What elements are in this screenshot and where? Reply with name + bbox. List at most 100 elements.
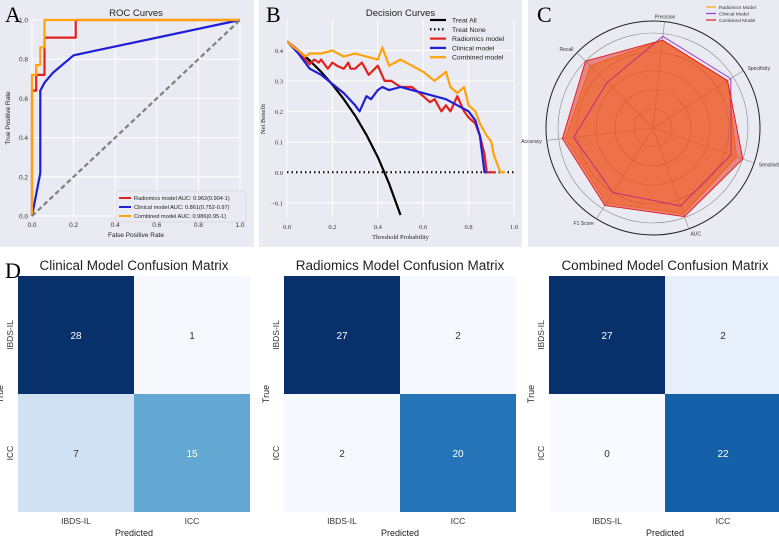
cm_clinical-y-tick-label: IBDS-IL bbox=[5, 320, 15, 350]
radar-axis-label: AUC bbox=[690, 232, 701, 238]
roc-plot-area bbox=[32, 20, 240, 216]
dca-plot-group: 0.0 0.2 0.4 0.6 0.8 1.0 −0.1 0.0 0.1 0.2 0.3 0.4 Dec… bbox=[260, 8, 518, 241]
roc-title: ROC Curves bbox=[109, 8, 163, 19]
radar-grid-ring bbox=[557, 32, 749, 224]
cm_combined-x-tick-label: ICC bbox=[716, 516, 731, 526]
cm_combined-cell bbox=[665, 276, 779, 394]
cm_clinical-cell bbox=[18, 276, 134, 394]
roc-y-axis-label: True Positive Rate bbox=[5, 91, 12, 145]
cm_radiomics-cell-value: 27 bbox=[336, 331, 348, 342]
cm_combined-cell bbox=[549, 276, 665, 394]
roc-legend-box bbox=[115, 190, 247, 223]
cm_combined-y-axis-label: True bbox=[526, 385, 536, 403]
panel-letter-c: C bbox=[537, 2, 552, 27]
dca-legend-label: Radiomics model bbox=[452, 36, 505, 43]
dca-y-tick-label: 0.1 bbox=[275, 139, 283, 146]
radar-axis-label: Sensitivity bbox=[759, 163, 779, 169]
dca-legend-label: Treat None bbox=[452, 27, 486, 34]
cm_combined-cell-value: 2 bbox=[720, 331, 726, 342]
dca-x-axis-label: Threshold Probability bbox=[372, 234, 430, 241]
radar-legend-label: Radiomics Model bbox=[719, 5, 756, 11]
roc-x-tick-label: 0.6 bbox=[152, 222, 161, 229]
radar-legend-label: Clinical Model bbox=[719, 11, 749, 17]
radar-series-combined bbox=[561, 39, 744, 218]
dca-legend-label: Clinical model bbox=[452, 45, 495, 52]
dca-legend-label: Treat All bbox=[452, 18, 477, 25]
roc-chart: 0.0 0.2 0.4 0.6 0.8 1.0 0.0 0.2 0.4 0.6 0.8 1.0 ROC … bbox=[5, 8, 247, 239]
cm_radiomics-x-tick-label: ICC bbox=[451, 516, 466, 526]
cm_clinical-cell-value: 28 bbox=[70, 331, 82, 342]
cm_combined-x-axis-label: Predicted bbox=[646, 528, 684, 538]
dca-legend-label: Combined model bbox=[452, 55, 504, 62]
radar-axis-label: Precision bbox=[655, 15, 676, 21]
radar-legend-label: Combined Model bbox=[719, 18, 755, 24]
roc-series-radiomics-line bbox=[30, 18, 240, 216]
dca-x-tick-label: 0.2 bbox=[328, 224, 336, 231]
cm_combined-cell bbox=[665, 394, 779, 512]
cm_combined-cell bbox=[549, 394, 665, 512]
dca-y-tick-label: −0.1 bbox=[271, 200, 283, 207]
roc-y-tick-label: 0.0 bbox=[19, 214, 28, 221]
cm_combined-cell-value: 0 bbox=[604, 449, 610, 460]
radar-axis-label: Recall bbox=[560, 47, 574, 53]
cm_clinical-x-tick-label: IBDS-IL bbox=[61, 516, 91, 526]
roc-x-tick-label: 0.2 bbox=[69, 222, 78, 229]
cm_radiomics-cell bbox=[400, 276, 516, 394]
dca-y-tick-label: 0.4 bbox=[275, 48, 284, 55]
roc-legend-label: Radiomics model AUC: 0.962(0.904-1) bbox=[134, 196, 230, 202]
cm_radiomics-x-axis-label: Predicted bbox=[381, 528, 419, 538]
cm_radiomics-y-axis-label: True bbox=[261, 385, 271, 403]
radar-axis-label: Specificity bbox=[748, 66, 771, 72]
cm_radiomics-cell-value: 20 bbox=[452, 449, 464, 460]
cm_clinical-cell bbox=[134, 394, 250, 512]
roc-x-axis-label: False Positive Rate bbox=[108, 232, 164, 239]
panel-letter-b: B bbox=[266, 2, 281, 27]
cm_clinical-cell bbox=[134, 276, 250, 394]
dca-y-tick-label: 0.3 bbox=[275, 78, 283, 85]
roc-legend-label: Combined model AUC: 0.986(0.95-1) bbox=[134, 214, 226, 220]
cm_clinical-cell bbox=[18, 394, 134, 512]
cm_clinical-title: Clinical Model Confusion Matrix bbox=[39, 258, 228, 273]
roc-y-tick-label: 0.2 bbox=[19, 174, 28, 181]
cm_clinical-y-axis-label: True bbox=[0, 385, 5, 403]
cm_combined-title: Combined Model Confusion Matrix bbox=[561, 258, 768, 273]
dca-x-tick-label: 0.8 bbox=[465, 224, 473, 231]
cm_radiomics-cell bbox=[284, 394, 400, 512]
cm_combined-cell-value: 27 bbox=[601, 331, 613, 342]
dca-chart: 0.0 0.2 0.4 0.6 0.8 1.0 −0.1 0.0 0.1 0.2 0.3 0.4 Dec… bbox=[260, 8, 518, 241]
cm_clinical-x-axis-label: Predicted bbox=[115, 528, 153, 538]
cm_clinical-cell-value: 7 bbox=[73, 449, 79, 460]
dca-y-tick-label: 0.2 bbox=[275, 109, 283, 116]
radar-axis-label: Accuracy bbox=[521, 139, 542, 145]
cm_radiomics-cell bbox=[284, 276, 400, 394]
roc-x-tick-label: 0.4 bbox=[111, 222, 120, 229]
roc-legend-label: Clinical model AUC: 0.861(0.752-0.97) bbox=[134, 205, 230, 211]
roc-series-clinical-line bbox=[30, 18, 241, 217]
cm_radiomics-cell-value: 2 bbox=[455, 331, 461, 342]
confusion-matrix-clinical: Clinical Model Confusion Matrix 28 1 7 15 IBD… bbox=[0, 258, 250, 538]
roc-y-tick-label: 1.0 bbox=[19, 18, 28, 25]
panel-letter-d: D bbox=[5, 258, 21, 283]
roc-x-tick-label: 0.0 bbox=[27, 222, 36, 229]
dca-x-tick-label: 0.6 bbox=[419, 224, 428, 231]
dca-series-combined-line bbox=[287, 40, 505, 174]
cm_combined-x-tick-label: IBDS-IL bbox=[592, 516, 622, 526]
cm_radiomics-cell-value: 2 bbox=[339, 449, 345, 460]
cm_radiomics-y-tick-label: ICC bbox=[271, 446, 281, 461]
dca-series-clinical-line bbox=[287, 40, 487, 174]
dca-title: Decision Curves bbox=[366, 8, 435, 19]
confusion-matrix-combined: Combined Model Confusion Matrix 27 2 0 22 IBD… bbox=[526, 258, 779, 538]
panel-letter-a: A bbox=[5, 2, 21, 27]
roc-x-tick-label: 1.0 bbox=[235, 222, 244, 229]
dca-x-tick-label: 0.4 bbox=[374, 224, 383, 231]
cm_clinical-x-tick-label: ICC bbox=[185, 516, 200, 526]
radar-chart: Precision Specificity Sensitivity AUC F1 Sco… bbox=[521, 5, 779, 238]
dca-x-tick-label: 1.0 bbox=[510, 224, 518, 231]
cm_radiomics-cell bbox=[400, 394, 516, 512]
cm_radiomics-title: Radiomics Model Confusion Matrix bbox=[296, 258, 505, 273]
cm_radiomics-x-tick-label: IBDS-IL bbox=[327, 516, 357, 526]
dca-x-tick-label: 0.0 bbox=[283, 224, 291, 231]
dca-y-tick-label: 0.0 bbox=[275, 170, 283, 177]
roc-x-tick-label: 0.8 bbox=[194, 222, 203, 229]
